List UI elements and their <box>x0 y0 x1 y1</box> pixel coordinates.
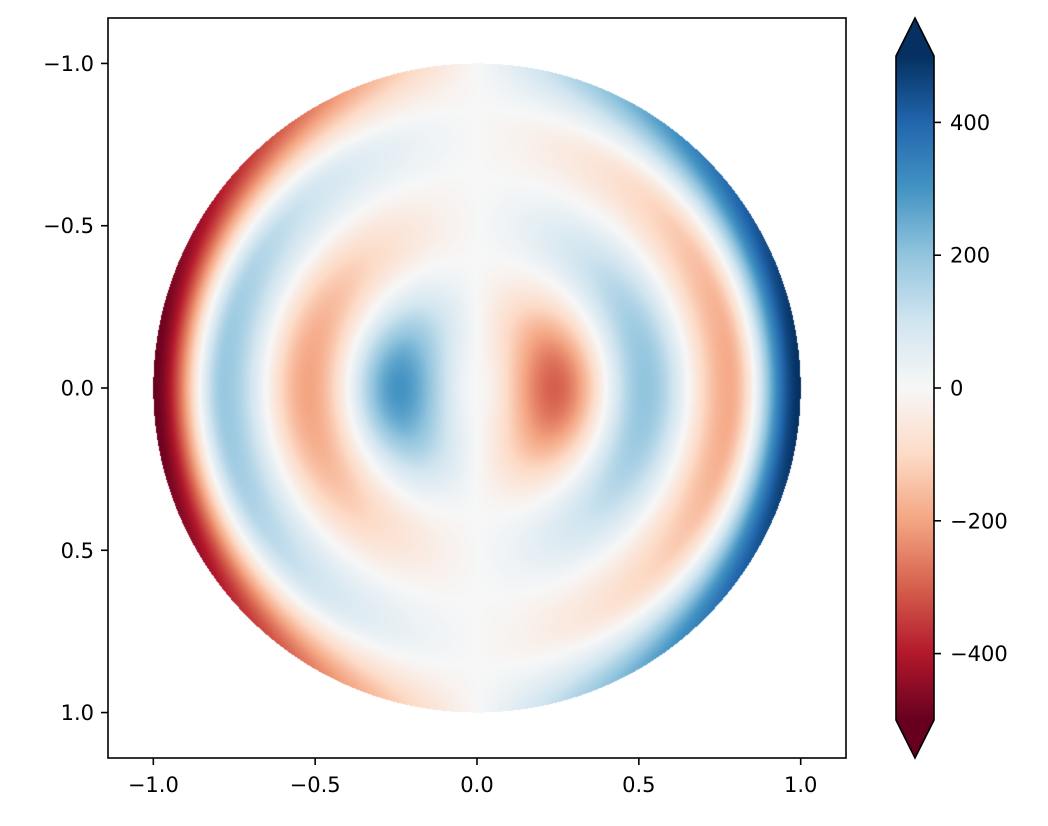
x-tick-label: 0.5 <box>622 773 655 797</box>
colorbar-upper-extension <box>896 18 934 56</box>
x-tick-label: 0.0 <box>460 773 493 797</box>
colorbar-tick-label: 0 <box>950 377 963 401</box>
y-tick-label: 0.5 <box>61 539 94 563</box>
colorbar: −400 −200 0 200 400 <box>895 16 1008 760</box>
x-tick-label: −0.5 <box>290 773 341 797</box>
plot-frame <box>107 17 847 759</box>
heatmap-image <box>108 18 846 758</box>
y-tick-label: −0.5 <box>43 214 94 238</box>
y-axis: −1.0 −0.5 0.0 0.5 1.0 <box>43 52 108 725</box>
colorbar-lower-extension <box>896 720 934 758</box>
y-tick-label: −1.0 <box>43 52 94 76</box>
colorbar-outline <box>895 16 935 760</box>
y-tick-label: 1.0 <box>61 701 94 725</box>
colorbar-tick-label: −200 <box>950 509 1008 533</box>
colorbar-tick-label: 200 <box>950 244 990 268</box>
x-tick-label: −1.0 <box>128 773 179 797</box>
colorbar-tick-label: −400 <box>950 642 1008 666</box>
colorbar-tick-label: 400 <box>950 111 990 135</box>
y-tick-label: 0.0 <box>61 377 94 401</box>
x-axis: −1.0 −0.5 0.0 0.5 1.0 <box>128 758 817 797</box>
x-tick-label: 1.0 <box>784 773 817 797</box>
colorbar-ticks: −400 −200 0 200 400 <box>934 111 1008 666</box>
colorbar-body <box>896 56 934 720</box>
